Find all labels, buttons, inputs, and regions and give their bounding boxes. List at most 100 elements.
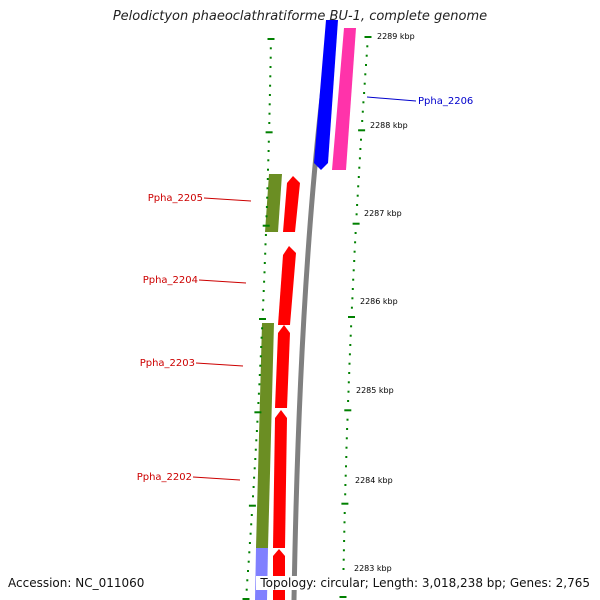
inner-tick [268,103,271,106]
inner-tick [266,196,269,199]
inner-tick [260,336,263,339]
outer-tick [365,64,367,66]
inner-tick [253,467,256,470]
inner-tick [256,420,259,423]
gene-ppha-2202-leader [192,476,241,481]
inner-tick [257,402,260,404]
inner-tick [259,355,262,358]
inner-tick [265,215,268,218]
outer-tick [354,241,357,244]
inner-tick [267,140,270,143]
outer-tick [352,278,355,281]
outer-tick [364,36,372,38]
outer-tick [346,428,349,430]
outer-tick [343,530,346,533]
inner-tick [263,262,266,264]
gene-ppha-2204-label[interactable]: Ppha_2204 [143,275,198,286]
outer-tick [343,521,346,524]
inner-tick [250,514,253,516]
outer-tick [345,446,348,449]
inner-tick [250,523,253,526]
inner-tick [263,271,266,274]
inner-tick [267,159,270,162]
tick-label-2287: 2287 kbp [364,209,402,218]
inner-tick [246,579,249,582]
gene-ppha-2205-feature[interactable] [265,174,282,232]
outer-tick [348,316,355,318]
outer-tick [343,512,346,514]
outer-tick [345,456,348,458]
outer-tick [358,157,361,160]
inner-tick [254,448,257,451]
outer-tick [347,390,350,393]
inner-tick [247,570,249,572]
outer-tick [365,54,368,57]
inner-tick [245,588,248,591]
outer-tick [366,45,369,48]
outer-tick [349,334,352,337]
gene-ppha-2204-leader [198,279,247,284]
outer-tick [345,437,348,440]
outer-tick [352,222,360,225]
outer-tick [354,232,357,234]
inner-tick [248,551,251,554]
inner-tick [257,392,260,395]
outer-tick [349,344,352,346]
outer-tick [364,73,367,76]
outer-tick [344,484,347,486]
gene-ppha-2206-label[interactable]: Ppha_2206 [418,96,473,107]
inner-tick [254,411,262,414]
inner-tick [267,38,275,40]
inner-tick [266,178,269,180]
outer-tick [346,418,349,421]
outer-tick [347,400,350,402]
outer-tick [342,558,345,561]
inner-tick [269,56,272,59]
inner-tick [269,75,272,78]
outer-tick [353,260,356,262]
inner-tick [269,84,272,87]
outer-tick [356,194,359,197]
outer-tick [362,101,365,104]
inner-tick [260,346,263,348]
gene-ppha-2201-cds[interactable] [273,549,285,600]
outer-tick [361,120,364,122]
gene-ppha-2203-label[interactable]: Ppha_2203 [140,358,195,369]
gene-ppha-2205-cds[interactable] [283,176,300,232]
inner-tick [255,430,258,432]
gene-ppha-2206-cds[interactable] [314,20,338,170]
outer-tick [342,568,345,570]
tick-label-2283: 2283 kbp [354,564,392,573]
inner-tick [261,327,264,330]
inner-tick [265,206,268,208]
outer-tick [359,148,362,150]
outer-tick [348,362,351,365]
outer-tick [347,381,350,384]
outer-tick [348,353,351,356]
tick-label-2285: 2285 kbp [356,386,394,395]
outer-tick [358,166,361,169]
inner-tick [253,476,256,479]
outer-tick [350,325,353,328]
gene-ppha-2203-cds[interactable] [275,325,290,408]
inner-tick [268,112,271,115]
gene-ppha-2202-feature[interactable] [255,548,268,600]
outer-tick [363,82,366,85]
inner-tick [268,122,271,124]
tick-label-2289: 2289 kbp [377,32,415,41]
inner-tick [267,150,270,152]
gene-ppha-2202-label[interactable]: Ppha_2202 [137,472,192,483]
gene-ppha-2202-cds[interactable] [273,410,287,548]
outer-tick [363,92,366,94]
inner-tick [259,318,266,320]
accession-label: Accession: NC_011060 [8,576,145,590]
gene-ppha-2205-label[interactable]: Ppha_2205 [148,193,203,204]
inner-tick [268,94,271,96]
inner-tick [264,252,267,255]
gene-ppha-2206-feature[interactable] [332,28,356,170]
gene-ppha-2203-feature[interactable] [256,323,274,548]
gene-ppha-2204-cds[interactable] [278,246,296,325]
tick-label-2286: 2286 kbp [360,297,398,306]
inner-tick [252,486,255,488]
outer-tick [357,185,360,188]
